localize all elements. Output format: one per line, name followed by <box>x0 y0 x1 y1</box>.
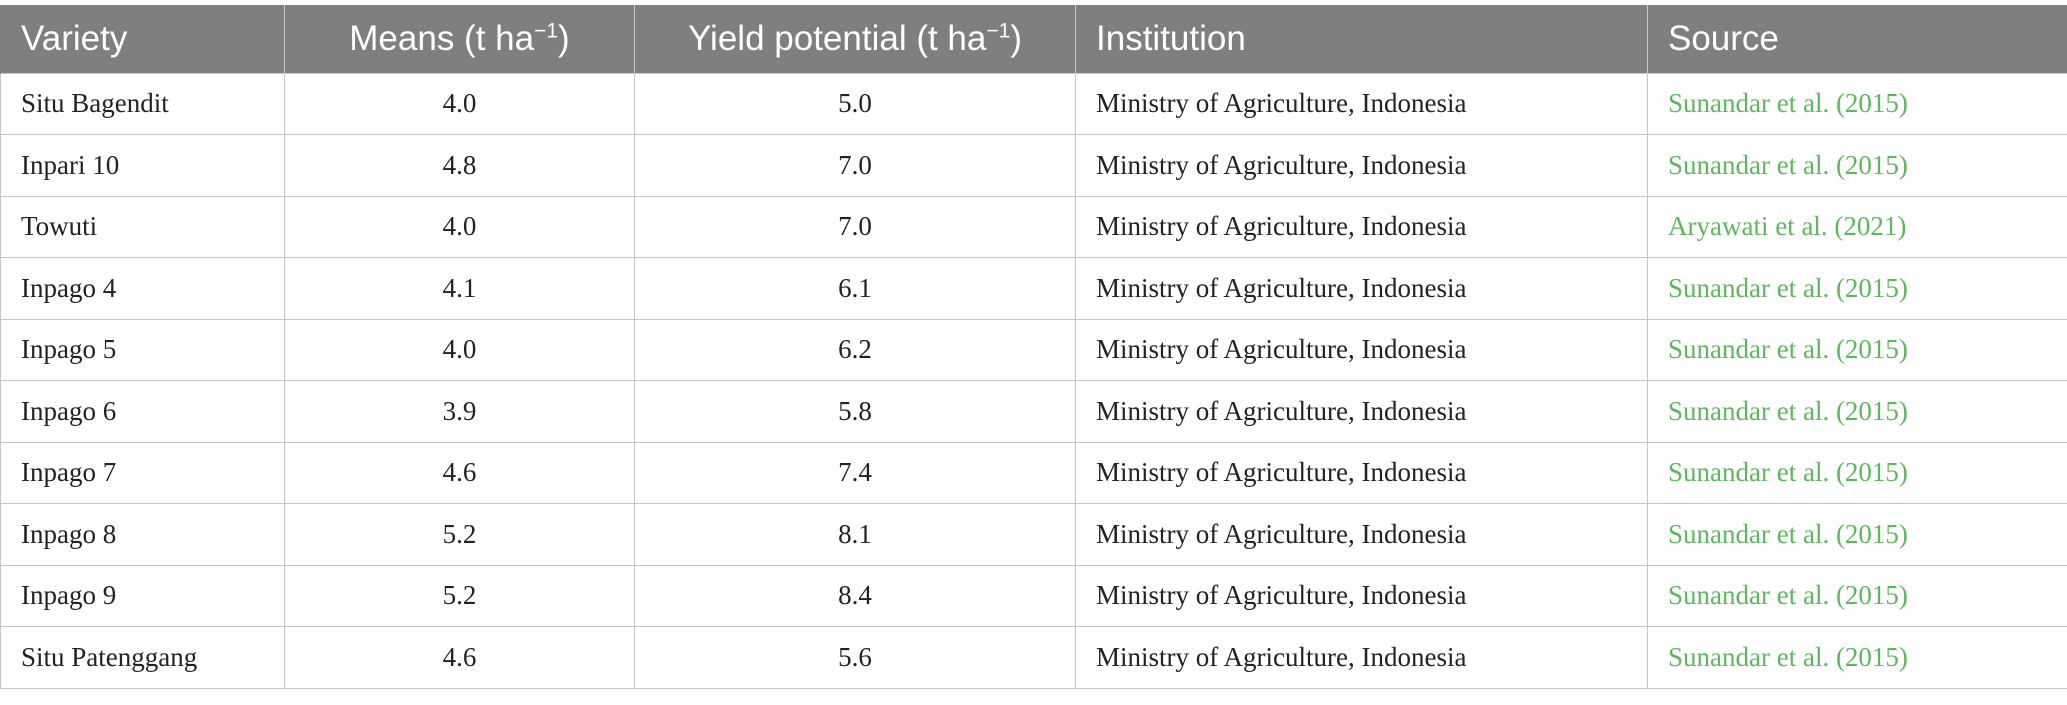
cell-yield-potential: 6.2 <box>634 318 1076 381</box>
table-row: Inpago 6 3.9 5.8 Ministry of Agriculture… <box>0 380 2067 443</box>
cell-yield-potential: 7.0 <box>634 195 1076 258</box>
cell-institution: Ministry of Agriculture, Indonesia <box>1075 195 1648 258</box>
source-link[interactable]: Sunandar et al. (2015) <box>1668 641 1908 672</box>
cell-variety: Inpari 10 <box>0 134 285 197</box>
source-link[interactable]: Sunandar et al. (2015) <box>1668 149 1908 180</box>
cell-means: 4.0 <box>284 318 635 381</box>
source-link[interactable]: Sunandar et al. (2015) <box>1668 272 1908 303</box>
table-row: Situ Patenggang 4.6 5.6 Ministry of Agri… <box>0 626 2067 689</box>
header-means-close: ) <box>558 18 570 58</box>
source-link[interactable]: Sunandar et al. (2015) <box>1668 395 1908 426</box>
cell-yield-potential: 5.8 <box>634 380 1076 443</box>
cell-source: Sunandar et al. (2015) <box>1647 257 2067 320</box>
cell-institution: Ministry of Agriculture, Indonesia <box>1075 380 1648 443</box>
table-row: Towuti 4.0 7.0 Ministry of Agriculture, … <box>0 195 2067 258</box>
cell-means: 4.8 <box>284 134 635 197</box>
header-variety: Variety <box>0 5 285 73</box>
header-yield-label: Yield potential (t ha <box>688 18 987 58</box>
cell-institution: Ministry of Agriculture, Indonesia <box>1075 134 1648 197</box>
cell-means: 3.9 <box>284 380 635 443</box>
cell-institution: Ministry of Agriculture, Indonesia <box>1075 441 1648 504</box>
cell-source: Sunandar et al. (2015) <box>1647 564 2067 627</box>
cell-yield-potential: 6.1 <box>634 257 1076 320</box>
source-link[interactable]: Aryawati et al. (2021) <box>1668 211 1907 242</box>
cell-source: Aryawati et al. (2021) <box>1647 195 2067 258</box>
cell-yield-potential: 7.4 <box>634 441 1076 504</box>
header-row: Variety Means (t ha−1) Yield potential (… <box>0 5 2067 73</box>
cell-source: Sunandar et al. (2015) <box>1647 441 2067 504</box>
header-means-label: Means (t ha <box>349 18 535 58</box>
cell-institution: Ministry of Agriculture, Indonesia <box>1075 626 1648 689</box>
table-row: Inpago 4 4.1 6.1 Ministry of Agriculture… <box>0 257 2067 320</box>
cell-means: 4.1 <box>284 257 635 320</box>
header-source-label: Source <box>1668 18 1779 58</box>
cell-source: Sunandar et al. (2015) <box>1647 626 2067 689</box>
table-header: Variety Means (t ha−1) Yield potential (… <box>0 5 2067 73</box>
cell-source: Sunandar et al. (2015) <box>1647 318 2067 381</box>
cell-means: 4.6 <box>284 626 635 689</box>
cell-institution: Ministry of Agriculture, Indonesia <box>1075 318 1648 381</box>
header-yield-unit-exponent: −1 <box>986 19 1011 43</box>
source-link[interactable]: Sunandar et al. (2015) <box>1668 88 1908 119</box>
cell-source: Sunandar et al. (2015) <box>1647 380 2067 443</box>
data-table: Variety Means (t ha−1) Yield potential (… <box>0 5 2067 689</box>
source-link[interactable]: Sunandar et al. (2015) <box>1668 518 1908 549</box>
cell-variety: Inpago 4 <box>0 257 285 320</box>
cell-variety: Situ Bagendit <box>0 72 285 135</box>
cell-yield-potential: 8.1 <box>634 503 1076 566</box>
table-body: Situ Bagendit 4.0 5.0 Ministry of Agricu… <box>0 72 2067 689</box>
source-link[interactable]: Sunandar et al. (2015) <box>1668 334 1908 365</box>
cell-means: 4.6 <box>284 441 635 504</box>
cell-means: 4.0 <box>284 72 635 135</box>
cell-variety: Inpago 9 <box>0 564 285 627</box>
cell-variety: Inpago 7 <box>0 441 285 504</box>
cell-institution: Ministry of Agriculture, Indonesia <box>1075 564 1648 627</box>
source-link[interactable]: Sunandar et al. (2015) <box>1668 457 1908 488</box>
header-means-unit-exponent: −1 <box>534 19 559 43</box>
cell-variety: Inpago 5 <box>0 318 285 381</box>
cell-source: Sunandar et al. (2015) <box>1647 72 2067 135</box>
cell-means: 5.2 <box>284 564 635 627</box>
cell-variety: Inpago 6 <box>0 380 285 443</box>
cell-means: 4.0 <box>284 195 635 258</box>
table-row: Inpari 10 4.8 7.0 Ministry of Agricultur… <box>0 134 2067 197</box>
table-row: Inpago 9 5.2 8.4 Ministry of Agriculture… <box>0 564 2067 627</box>
header-means: Means (t ha−1) <box>284 5 635 73</box>
cell-institution: Ministry of Agriculture, Indonesia <box>1075 503 1648 566</box>
header-institution: Institution <box>1075 5 1648 73</box>
cell-yield-potential: 5.6 <box>634 626 1076 689</box>
header-variety-label: Variety <box>21 18 128 58</box>
cell-variety: Towuti <box>0 195 285 258</box>
cell-institution: Ministry of Agriculture, Indonesia <box>1075 72 1648 135</box>
cell-means: 5.2 <box>284 503 635 566</box>
header-institution-label: Institution <box>1096 18 1246 58</box>
header-source: Source <box>1647 5 2067 73</box>
cell-yield-potential: 8.4 <box>634 564 1076 627</box>
cell-yield-potential: 7.0 <box>634 134 1076 197</box>
source-link[interactable]: Sunandar et al. (2015) <box>1668 580 1908 611</box>
cell-yield-potential: 5.0 <box>634 72 1076 135</box>
cell-source: Sunandar et al. (2015) <box>1647 503 2067 566</box>
table-row: Inpago 5 4.0 6.2 Ministry of Agriculture… <box>0 318 2067 381</box>
table-row: Situ Bagendit 4.0 5.0 Ministry of Agricu… <box>0 72 2067 135</box>
cell-source: Sunandar et al. (2015) <box>1647 134 2067 197</box>
table-row: Inpago 7 4.6 7.4 Ministry of Agriculture… <box>0 441 2067 504</box>
cell-variety: Inpago 8 <box>0 503 285 566</box>
header-yield-close: ) <box>1010 18 1022 58</box>
cell-institution: Ministry of Agriculture, Indonesia <box>1075 257 1648 320</box>
cell-variety: Situ Patenggang <box>0 626 285 689</box>
header-yield-potential: Yield potential (t ha−1) <box>634 5 1076 73</box>
table-row: Inpago 8 5.2 8.1 Ministry of Agriculture… <box>0 503 2067 566</box>
